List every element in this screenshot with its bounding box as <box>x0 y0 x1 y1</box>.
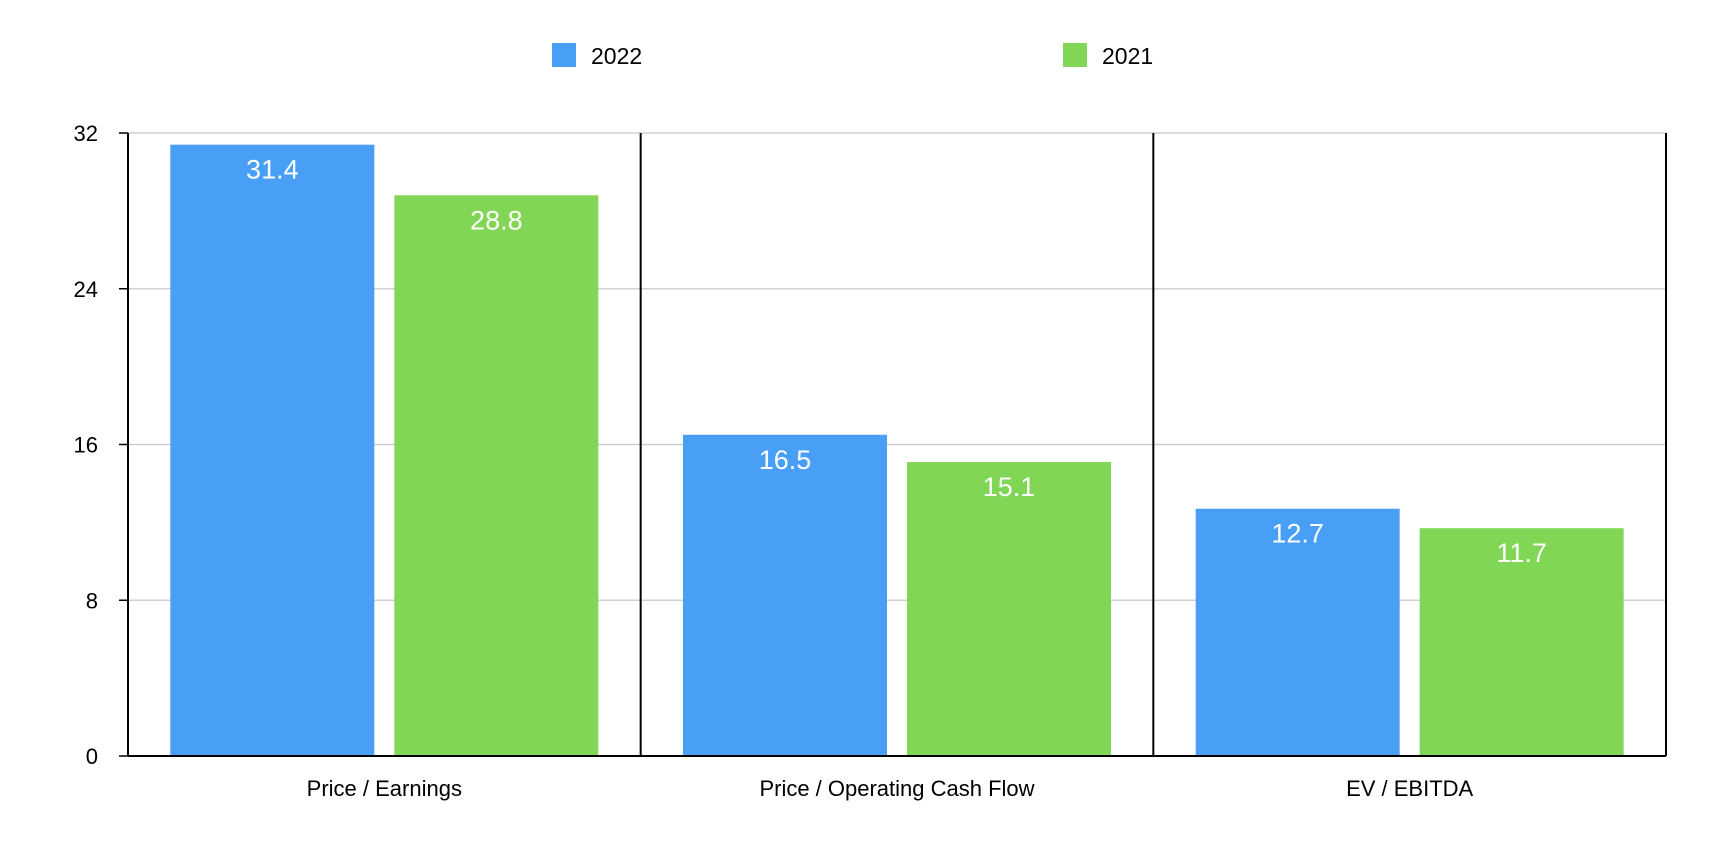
grid-layer <box>128 132 1666 601</box>
bar <box>394 195 599 757</box>
labels-layer: 0 8 16 24 32 31.4 28.8 Price / Earnings 16.5 15.1… <box>74 121 1547 801</box>
legend-label: 2022 <box>591 43 642 69</box>
y-tick-label: 24 <box>74 277 98 302</box>
x-category-label: EV / EBITDA <box>1346 776 1473 801</box>
y-tick-label: 16 <box>74 433 98 458</box>
x-category-label: Price / Operating Cash Flow <box>759 776 1034 801</box>
bar <box>1419 528 1624 756</box>
bar-value-label: 12.7 <box>1271 519 1324 549</box>
legend-swatch <box>1063 43 1087 67</box>
bar-value-label: 11.7 <box>1496 538 1547 568</box>
bars-layer <box>170 144 1624 757</box>
y-tick-label: 32 <box>74 121 98 146</box>
bar-value-label: 28.8 <box>470 205 523 235</box>
bar <box>170 144 375 756</box>
y-tick-label: 0 <box>86 744 98 769</box>
y-tick-label: 8 <box>86 588 98 613</box>
x-category-label: Price / Earnings <box>307 776 462 801</box>
legend-label: 2021 <box>1102 43 1153 69</box>
axes-layer <box>119 132 1667 757</box>
bar <box>907 462 1111 756</box>
legend-swatch <box>552 43 576 67</box>
bar-value-label: 16.5 <box>759 445 812 475</box>
legend: 2022 2021 <box>552 43 1153 69</box>
bar <box>683 434 887 756</box>
bar-value-label: 15.1 <box>983 472 1036 502</box>
bar-value-label: 31.4 <box>246 155 299 185</box>
bar <box>1195 508 1400 756</box>
